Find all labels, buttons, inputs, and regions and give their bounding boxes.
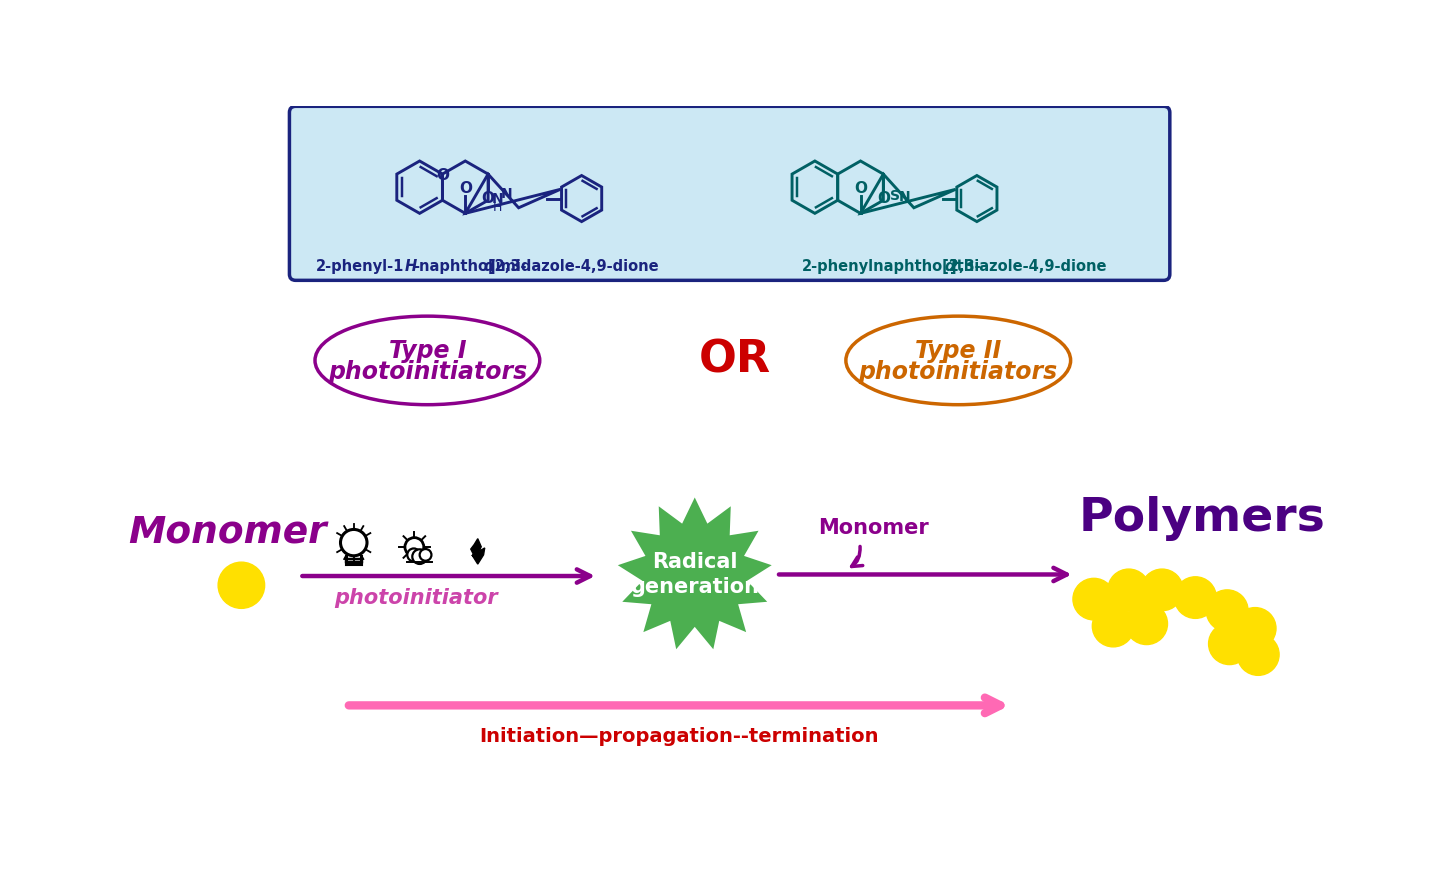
Text: 2-phenyl-1: 2-phenyl-1 bbox=[316, 259, 405, 274]
Text: photoinitiators: photoinitiators bbox=[327, 360, 527, 384]
Circle shape bbox=[1208, 623, 1250, 664]
Ellipse shape bbox=[845, 316, 1071, 405]
Circle shape bbox=[412, 549, 428, 564]
Text: photoinitiator: photoinitiator bbox=[334, 587, 498, 608]
Text: d: d bbox=[944, 259, 954, 274]
Circle shape bbox=[1125, 603, 1168, 644]
Text: O: O bbox=[436, 168, 449, 183]
Text: 2-phenylnaphtho[2,3-: 2-phenylnaphtho[2,3- bbox=[802, 259, 982, 274]
Polygon shape bbox=[618, 497, 772, 649]
Text: N: N bbox=[501, 187, 512, 200]
Text: H: H bbox=[492, 201, 502, 214]
Text: H: H bbox=[405, 259, 418, 274]
Circle shape bbox=[1237, 633, 1279, 675]
Text: S: S bbox=[890, 189, 900, 203]
Circle shape bbox=[1092, 605, 1134, 647]
Text: Monomer: Monomer bbox=[818, 518, 928, 539]
Text: photoinitiators: photoinitiators bbox=[858, 360, 1058, 384]
Polygon shape bbox=[471, 539, 485, 564]
Circle shape bbox=[1108, 569, 1149, 610]
Text: d: d bbox=[484, 259, 495, 274]
Text: O: O bbox=[854, 181, 867, 196]
Text: ]thiazole-4,9-dione: ]thiazole-4,9-dione bbox=[950, 259, 1106, 274]
Circle shape bbox=[1207, 590, 1248, 632]
Text: OR: OR bbox=[699, 339, 771, 382]
Text: O: O bbox=[482, 191, 495, 206]
Circle shape bbox=[408, 548, 420, 562]
Circle shape bbox=[1234, 608, 1276, 649]
Text: Radical
generation: Radical generation bbox=[630, 552, 759, 597]
Ellipse shape bbox=[316, 316, 540, 405]
Text: O: O bbox=[877, 191, 890, 206]
Circle shape bbox=[218, 562, 264, 609]
FancyBboxPatch shape bbox=[290, 106, 1170, 280]
Text: ]imidazole-4,9-dione: ]imidazole-4,9-dione bbox=[489, 259, 659, 274]
Circle shape bbox=[419, 549, 432, 561]
Text: Type II: Type II bbox=[916, 339, 1002, 363]
Circle shape bbox=[1073, 579, 1115, 620]
Circle shape bbox=[1141, 569, 1182, 610]
Text: Polymers: Polymers bbox=[1079, 496, 1326, 540]
Text: O: O bbox=[459, 181, 472, 196]
Text: Initiation—propagation--termination: Initiation—propagation--termination bbox=[479, 727, 880, 746]
Text: -naphtho[2,3-: -naphtho[2,3- bbox=[413, 259, 527, 274]
Text: Type I: Type I bbox=[389, 339, 466, 363]
Text: N: N bbox=[898, 190, 910, 204]
Text: Monomer: Monomer bbox=[128, 514, 327, 550]
Circle shape bbox=[1174, 577, 1217, 618]
Text: N: N bbox=[491, 191, 502, 206]
